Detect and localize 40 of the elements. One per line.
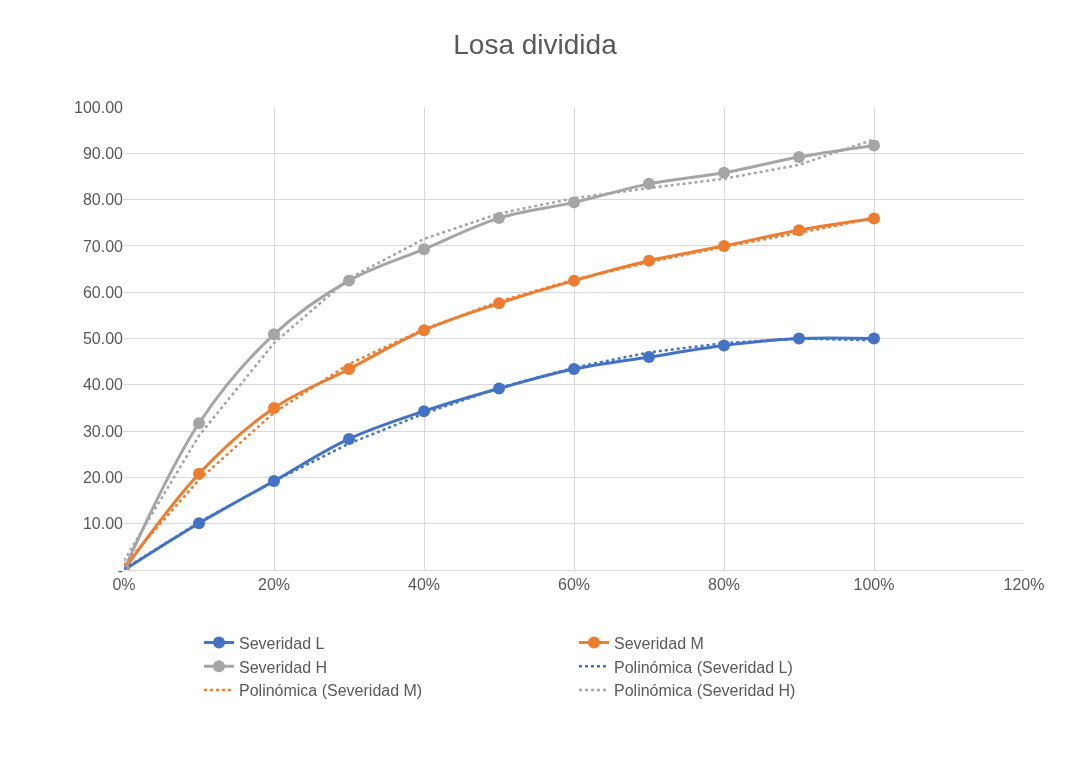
y-tick-label: 60.00: [82, 283, 124, 301]
point: [343, 363, 355, 376]
legend-label: Severidad L: [239, 634, 325, 652]
y-tick-label: 50.00: [82, 330, 124, 348]
point: [268, 401, 280, 414]
y-tick-label: 30.00: [82, 422, 124, 440]
y-tick-label: 90.00: [82, 144, 124, 162]
point: [793, 151, 805, 163]
point: [718, 166, 730, 179]
point: [268, 328, 280, 341]
point: [643, 177, 655, 190]
x-tick-label: 100%: [853, 576, 895, 594]
point: [643, 351, 655, 364]
legend-label: Severidad M: [614, 634, 704, 652]
y-tick-label: -: [117, 561, 123, 579]
x-tick-label: 80%: [707, 576, 741, 594]
point: [868, 139, 880, 152]
x-tick-label: 0%: [112, 576, 136, 594]
y-tick-label: 20.00: [82, 469, 124, 486]
x-tick-label: 20%: [257, 576, 291, 594]
legend-label: Polinómica (Severidad M): [239, 682, 423, 700]
x-tick-label: 60%: [557, 576, 591, 594]
point: [193, 417, 205, 430]
y-tick-label: 10.00: [82, 515, 124, 533]
chart-title: Losa dividida: [453, 29, 618, 61]
y-tick-label: 100.00: [74, 98, 124, 116]
point: [418, 243, 430, 256]
y-tick-label: 70.00: [82, 237, 124, 255]
legend-label: Polinómica (Severidad H): [614, 682, 796, 700]
legend-label: Severidad H: [239, 658, 328, 676]
point: [343, 432, 355, 445]
x-tick-label: 40%: [407, 576, 441, 594]
x-tick-label: 120%: [1003, 576, 1045, 594]
point: [493, 212, 505, 225]
legend-label: Polinómica (Severidad L): [614, 658, 793, 676]
point: [418, 405, 430, 418]
y-tick-label: 40.00: [82, 376, 124, 394]
y-tick-label: 80.00: [82, 191, 124, 209]
point: [793, 224, 805, 237]
point: [718, 239, 730, 252]
